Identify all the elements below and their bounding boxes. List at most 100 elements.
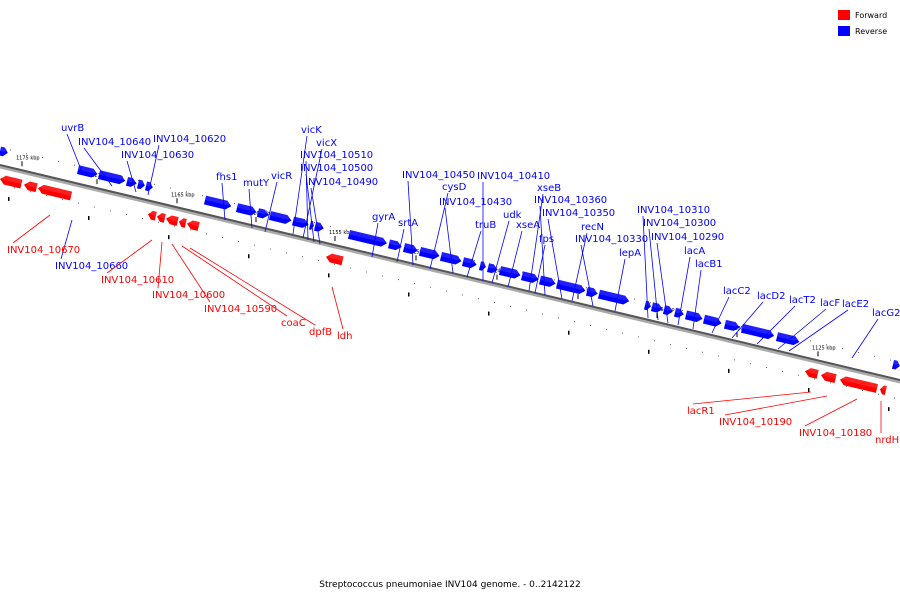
- gene-arrow-shade: [237, 203, 257, 212]
- gene-arrow: [684, 310, 703, 323]
- gene-leader-line: [310, 187, 321, 245]
- gene-label: INV104_10590: [204, 304, 277, 315]
- gene-arrow-shade: [420, 246, 440, 255]
- gene-leader-line: [396, 228, 405, 263]
- legend-forward-swatch: [838, 10, 850, 20]
- gene-label: INV104_10180: [799, 428, 872, 439]
- gene-label: ldh: [337, 331, 352, 342]
- gene-arrow: [891, 359, 900, 370]
- gene-arrow: [461, 257, 477, 269]
- minor-tick: [654, 340, 655, 342]
- gene-leader-line: [491, 220, 510, 284]
- gene-leader-line: [264, 181, 278, 233]
- gene-leader-line: [466, 230, 482, 278]
- minor-tick: [874, 355, 875, 357]
- gene-arrow: [24, 181, 38, 193]
- gene-label: INV104_10630: [121, 150, 194, 161]
- gene-label: INV104_10510: [300, 150, 373, 161]
- minor-tick: [478, 298, 479, 300]
- minor-tick: [94, 206, 95, 208]
- gene-arrow-shade: [404, 243, 419, 250]
- gene-arrow: [723, 319, 740, 331]
- gene-label: fhs1: [216, 172, 237, 183]
- minor-tick: [122, 176, 123, 178]
- minor-tick: [526, 309, 527, 311]
- gene-leader-line: [648, 228, 659, 321]
- gene-leader-line: [539, 205, 546, 296]
- gene-arrow-shade: [270, 211, 292, 220]
- gene-arrow-shade: [179, 218, 187, 224]
- gene-label: vicR: [271, 171, 292, 182]
- minor-tick: [238, 240, 239, 242]
- gene-arrow-shade: [0, 175, 23, 185]
- gene-arrow-shade: [522, 271, 540, 279]
- gene-leader-line: [444, 207, 454, 274]
- gene-arrow: [203, 195, 232, 210]
- gene-arrow: [313, 221, 324, 232]
- gene-label: truB: [475, 220, 496, 231]
- minor-tick: [734, 359, 735, 361]
- gene-arrow-shade: [148, 210, 157, 217]
- gene-label: cysD: [442, 182, 467, 193]
- major-tick: [648, 349, 650, 354]
- minor-tick: [606, 328, 607, 330]
- gene-label: INV104_10610: [101, 275, 174, 286]
- gene-arrow: [439, 251, 462, 265]
- minor-tick: [590, 324, 591, 326]
- gene-leader-line: [692, 269, 702, 330]
- gene-arrow-shade: [463, 257, 478, 264]
- gene-arrow-shade: [138, 179, 146, 185]
- minor-tick: [842, 348, 843, 350]
- gene-label: INV104_10430: [439, 197, 512, 208]
- gene-leader-line: [534, 244, 546, 294]
- gene-arrow-shade: [704, 314, 723, 323]
- gene-arrow: [585, 286, 598, 297]
- gene-arrow: [702, 314, 722, 327]
- major-tick: [8, 196, 10, 201]
- minor-tick: [346, 229, 347, 231]
- minor-tick: [266, 210, 267, 212]
- minor-tick: [154, 183, 155, 185]
- gene-label: coaC: [281, 318, 306, 329]
- gene-leader-line: [302, 148, 323, 239]
- gene-arrow: [478, 261, 486, 271]
- minor-tick: [462, 294, 463, 296]
- gene-leader-line: [147, 144, 160, 196]
- gene-arrow: [673, 307, 684, 318]
- minor-tick: [858, 351, 859, 353]
- minor-tick: [330, 225, 331, 227]
- gene-leader-line: [614, 258, 626, 312]
- gene-label: INV104_10490: [305, 177, 378, 188]
- minor-tick: [846, 386, 847, 388]
- major-tick: [808, 388, 810, 393]
- gene-arrow: [187, 220, 200, 231]
- gene-arrow-shade: [166, 215, 179, 222]
- gene-leader-line: [66, 133, 83, 173]
- gene-leader-line: [711, 296, 730, 334]
- gene-label: xseB: [537, 183, 561, 194]
- gene-label: vicK: [301, 125, 322, 136]
- gene-leader-line: [181, 245, 288, 317]
- gene-label: lacB1: [695, 259, 723, 270]
- gene-arrow-shade: [205, 195, 232, 206]
- gene-label: lacG2: [872, 308, 900, 319]
- gene-leader-line: [731, 301, 764, 339]
- minor-tick: [186, 191, 187, 193]
- gene-label: nrdH: [875, 435, 899, 446]
- minor-tick: [202, 195, 203, 197]
- legend-forward-label: Forward: [855, 11, 887, 20]
- minor-tick: [270, 248, 271, 250]
- minor-tick: [366, 271, 367, 273]
- gene-label: INV104_10290: [651, 232, 724, 243]
- minor-tick: [798, 374, 799, 376]
- minor-tick: [574, 321, 575, 323]
- minor-tick: [234, 202, 235, 204]
- gene-arrow-shade: [880, 385, 887, 391]
- minor-tick: [878, 393, 879, 395]
- gene-arrow: [166, 215, 179, 226]
- gene-leader-line: [724, 395, 828, 416]
- gene-arrow: [326, 253, 344, 266]
- gene-arrow-shade: [599, 289, 630, 301]
- gene-arrow-shade: [500, 266, 521, 275]
